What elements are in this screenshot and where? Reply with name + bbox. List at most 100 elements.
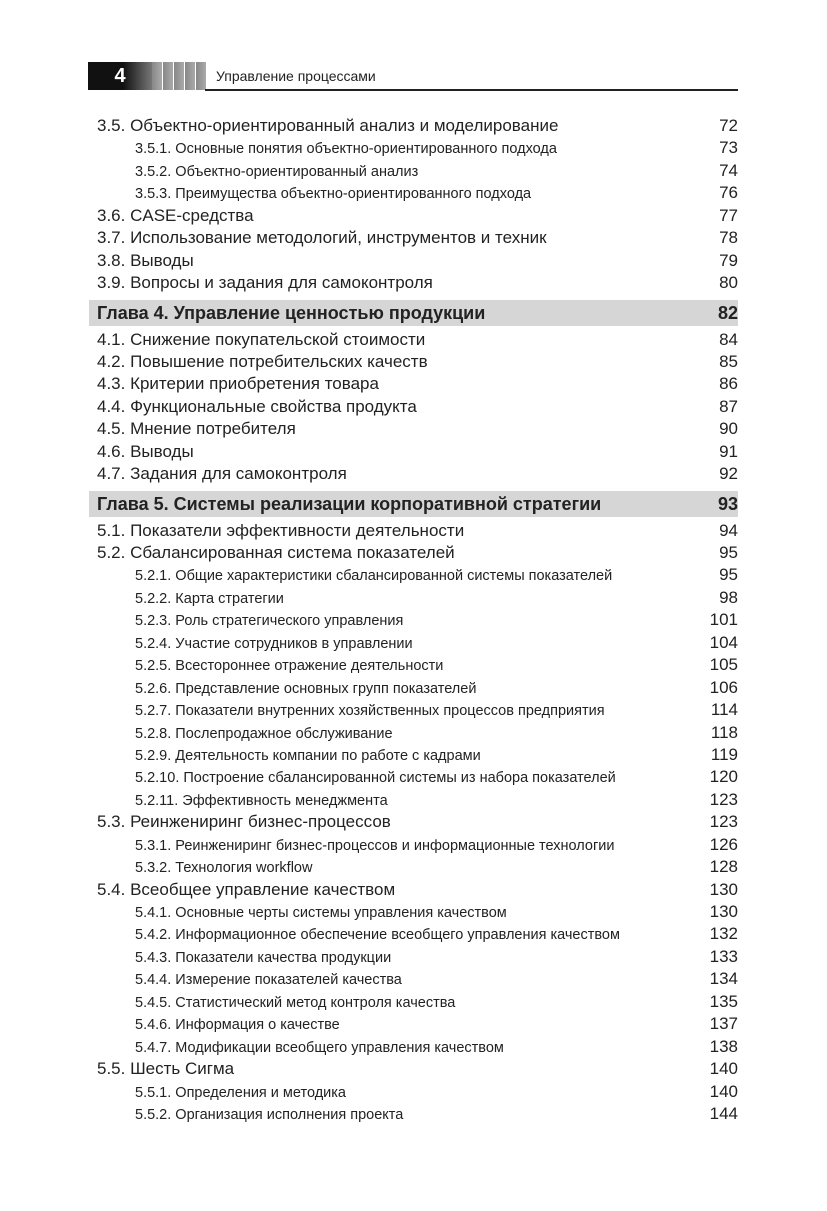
- toc-entry[interactable]: 5.2.11. Эффективность менеджмента 123: [97, 790, 738, 812]
- toc-entry-page: 72: [719, 116, 738, 135]
- toc-entry-page: 126: [709, 834, 738, 854]
- toc-entry-page: 134: [709, 969, 738, 989]
- toc-entry-page: 105: [709, 655, 738, 675]
- toc-entry-title: 5.4.1. Основные черты системы управления…: [135, 905, 507, 921]
- toc-entry[interactable]: 5.2.9. Деятельность компании по работе с…: [97, 745, 738, 767]
- toc-entry[interactable]: 5.1. Показатели эффективности деятельнос…: [97, 521, 738, 543]
- toc-entry-page: 95: [719, 565, 738, 585]
- toc-entry-title: 4.5. Мнение потребителя: [97, 419, 296, 439]
- toc-entry[interactable]: 5.5.2. Организация исполнения проекта 144: [97, 1104, 738, 1126]
- toc-entry[interactable]: 4.3. Критерии приобретения товара 86: [97, 374, 738, 396]
- toc-entry-page: 137: [709, 1014, 738, 1034]
- toc-entry-page: 128: [709, 857, 738, 877]
- toc-entry-page: 95: [719, 543, 738, 562]
- toc-entry[interactable]: 5.2.7. Показатели внутренних хозяйственн…: [97, 700, 738, 722]
- toc-entry[interactable]: 5.2.10. Построение сбалансированной сист…: [97, 767, 738, 789]
- toc-entry-title: 4.1. Снижение покупательской стоимости: [97, 329, 426, 349]
- toc-entry-page: 133: [709, 946, 738, 966]
- toc-entry-title: 4.4. Функциональные свойства продукта: [97, 396, 417, 416]
- toc-entry[interactable]: 3.7. Использование методологий, инструме…: [97, 228, 738, 250]
- toc-entry-title: 3.5.3. Преимущества объектно-ориентирова…: [135, 186, 532, 203]
- toc-entry[interactable]: 5.4.4. Измерение показателей качества 134: [97, 969, 738, 991]
- toc-entry-page: 140: [709, 1059, 738, 1079]
- toc-entry-title: 5.5.1. Определения и методика: [135, 1084, 346, 1101]
- toc-entry-title: 3.7. Использование методологий, инструме…: [97, 228, 547, 248]
- toc-entry-title: 5.4. Всеобщее управление качеством: [97, 879, 396, 899]
- toc-entry-title: 5.5.2. Организация исполнения проекта: [135, 1106, 404, 1123]
- toc-entry-title: 5.2.7. Показатели внутренних хозяйственн…: [135, 703, 605, 720]
- toc-entry-title: 5.2.11. Эффективность менеджмента: [135, 792, 388, 809]
- toc-entry[interactable]: 5.5.1. Определения и методика 140: [97, 1082, 738, 1104]
- toc-entry[interactable]: 5.4.2. Информационное обеспечение всеобщ…: [97, 924, 738, 946]
- toc-entry-page: 85: [719, 351, 738, 371]
- toc-entry-title: 5.2. Сбалансированная система показателе…: [97, 543, 455, 562]
- header-rule: [205, 89, 738, 91]
- toc-entry[interactable]: 5.2. Сбалансированная система показателе…: [97, 543, 738, 565]
- toc-entry-title: 5.1. Показатели эффективности деятельнос…: [97, 520, 465, 540]
- toc-entry[interactable]: 5.4.6. Информация о качестве 137: [97, 1014, 738, 1036]
- toc-entry[interactable]: 3.6. CASE-средства 77: [97, 206, 738, 228]
- toc-entry-page: 118: [710, 722, 738, 742]
- toc-entry-page: 132: [709, 924, 738, 944]
- toc-entry-page: 86: [719, 374, 738, 394]
- toc-entry-title: 5.2.3. Роль стратегического управления: [135, 613, 404, 630]
- toc-entry-title: 3.6. CASE-средства: [97, 205, 254, 225]
- toc-entry[interactable]: 3.5.1. Основные понятия объектно-ориенти…: [97, 138, 738, 160]
- toc-entry[interactable]: 4.6. Выводы 91: [97, 442, 738, 464]
- toc-entry[interactable]: 5.4.3. Показатели качества продукции 133: [97, 947, 738, 969]
- toc-entry[interactable]: 3.5.2. Объектно-ориентированный анализ 74: [97, 161, 738, 183]
- toc-entry-title: 5.2.4. Участие сотрудников в управлении: [135, 635, 413, 652]
- toc-entry-page: 114: [710, 700, 738, 720]
- toc-entry[interactable]: 5.4. Всеобщее управление качеством 130: [97, 880, 738, 902]
- toc-entry-page: 104: [709, 632, 738, 652]
- toc-entry[interactable]: 5.3. Реинжениринг бизнес-процессов 123: [97, 812, 738, 834]
- running-header: 4 Управление процессами: [88, 62, 738, 91]
- toc-entry-page: 93: [717, 493, 738, 514]
- toc-entry-page: 80: [719, 273, 738, 293]
- toc-entry-title: 5.2.6. Представление основных групп пока…: [135, 680, 477, 697]
- toc-entry-title: Глава 5. Системы реализации корпоративно…: [97, 493, 602, 514]
- toc-entry-title: 4.7. Задания для самоконтроля: [97, 464, 347, 484]
- toc-entry[interactable]: 5.4.1. Основные черты системы управления…: [97, 902, 738, 924]
- toc-entry[interactable]: 5.2.8. Послепродажное обслуживание 118: [97, 723, 738, 745]
- table-of-contents: 3.5. Объектно-ориентированный анализ и м…: [89, 116, 738, 1126]
- toc-entry[interactable]: 5.2.3. Роль стратегического управления 10…: [97, 610, 738, 632]
- toc-entry[interactable]: 5.2.1. Общие характеристики сбалансирова…: [97, 565, 738, 587]
- toc-entry[interactable]: 3.5.3. Преимущества объектно-ориентирова…: [97, 183, 738, 205]
- toc-entry-page: 130: [709, 879, 738, 899]
- toc-entry-title: 5.5. Шесть Сигма: [97, 1059, 235, 1079]
- toc-chapter[interactable]: Глава 4. Управление ценностью продукции 8…: [89, 299, 738, 326]
- toc-entry[interactable]: 3.5. Объектно-ориентированный анализ и м…: [97, 116, 738, 138]
- toc-entry[interactable]: 4.7. Задания для самоконтроля 92: [97, 464, 738, 486]
- toc-entry[interactable]: 5.2.4. Участие сотрудников в управлении 1…: [97, 633, 738, 655]
- toc-entry-title: 3.5.1. Основные понятия объектно-ориенти…: [135, 141, 557, 158]
- toc-entry[interactable]: 5.4.7. Модификации всеобщего управления …: [97, 1037, 738, 1059]
- toc-chapter[interactable]: Глава 5. Системы реализации корпоративно…: [89, 490, 738, 517]
- toc-entry-title: 4.2. Повышение потребительских качеств: [97, 351, 428, 371]
- toc-entry-title: 5.2.10. Построение сбалансированной сист…: [135, 770, 616, 787]
- toc-entry[interactable]: 4.5. Мнение потребителя 90: [97, 419, 738, 441]
- toc-entry-page: 90: [719, 419, 738, 439]
- toc-entry[interactable]: 4.2. Повышение потребительских качеств 85: [97, 352, 738, 374]
- toc-entry-page: 140: [709, 1081, 738, 1101]
- toc-entry-page: 101: [709, 610, 738, 630]
- toc-entry-page: 78: [719, 228, 738, 248]
- toc-entry-page: 91: [719, 441, 738, 461]
- toc-entry[interactable]: 4.1. Снижение покупательской стоимости 84: [97, 330, 738, 352]
- toc-entry[interactable]: 5.4.5. Статистический метод контроля кач…: [97, 992, 738, 1014]
- toc-entry[interactable]: 5.3.1. Реинжениринг бизнес-процессов и и…: [97, 835, 738, 857]
- toc-entry[interactable]: 5.3.2. Технология workflow 128: [97, 857, 738, 879]
- toc-entry[interactable]: 3.9. Вопросы и задания для самоконтроля 8…: [97, 273, 738, 295]
- toc-entry[interactable]: 5.2.5. Всестороннее отражение деятельнос…: [97, 655, 738, 677]
- toc-entry-page: 144: [709, 1103, 738, 1123]
- toc-entry[interactable]: 3.8. Выводы 79: [97, 251, 738, 273]
- toc-entry-title: 5.2.5. Всестороннее отражение деятельнос…: [135, 658, 444, 675]
- toc-entry-page: 120: [709, 767, 738, 787]
- header-decoration: [152, 62, 206, 90]
- toc-entry[interactable]: 5.2.6. Представление основных групп пока…: [97, 678, 738, 700]
- toc-entry[interactable]: 4.4. Функциональные свойства продукта 87: [97, 397, 738, 419]
- toc-entry[interactable]: 5.5. Шесть Сигма 140: [97, 1059, 738, 1081]
- toc-entry[interactable]: 5.2.2. Карта стратегии 98: [97, 588, 738, 610]
- toc-entry-title: 3.5. Объектно-ориентированный анализ и м…: [97, 116, 559, 135]
